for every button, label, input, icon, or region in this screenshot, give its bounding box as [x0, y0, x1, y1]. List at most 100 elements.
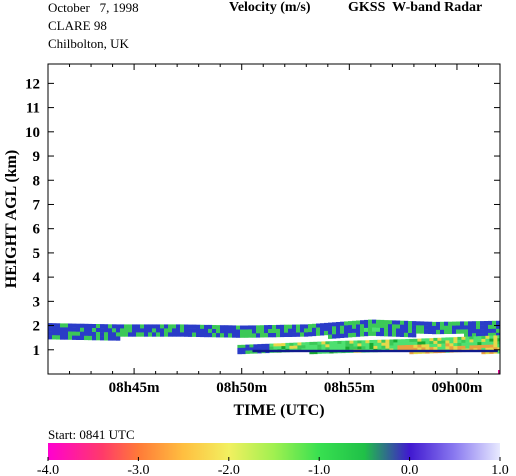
echo-cell: [432, 321, 437, 327]
echo-cell: [265, 346, 270, 351]
echo-cell: [320, 323, 325, 328]
echo-cell: [380, 319, 385, 325]
echo-cell: [140, 332, 145, 337]
echo-cell: [293, 342, 298, 346]
echo-cell: [108, 328, 113, 333]
echo-cell: [485, 338, 490, 343]
echo-cell: [256, 329, 261, 334]
echo-cell: [336, 322, 341, 327]
echo-cell: [448, 325, 453, 330]
echo-cell: [245, 344, 250, 348]
echo-cell: [473, 342, 478, 346]
echo-cell: [316, 323, 321, 328]
echo-cell: [328, 326, 333, 331]
echo-cell: [237, 347, 242, 352]
echo-cell: [172, 332, 177, 337]
echo-cell: [281, 343, 286, 347]
echo-cell: [489, 350, 494, 354]
echo-cell: [404, 328, 409, 334]
echo-cell: [413, 344, 418, 349]
echo-cell: [472, 333, 477, 338]
echo-cell: [100, 328, 105, 333]
echo-cell: [457, 339, 462, 344]
echo-cell: [208, 328, 213, 334]
echo-cell: [449, 343, 454, 347]
echo-cell: [460, 325, 465, 330]
echo-cell: [356, 332, 361, 337]
echo-cell: [313, 350, 318, 355]
echo-cell: [104, 336, 109, 341]
echo-cell: [284, 332, 289, 337]
echo-cell: [329, 344, 334, 348]
echo-cell: [397, 345, 402, 349]
start-label: Start: 0841 UTC: [48, 427, 135, 442]
echo-cell: [333, 341, 338, 345]
echo-cell: [393, 345, 398, 349]
echo-cell: [368, 331, 373, 336]
echo-cell: [385, 339, 390, 343]
echo-cell: [76, 331, 81, 336]
echo-cell: [441, 346, 446, 350]
echo-cell: [48, 335, 53, 340]
echo-cell: [464, 333, 469, 338]
echo-cell: [400, 332, 405, 337]
echo-cell: [328, 334, 333, 339]
echo-cell: [328, 322, 333, 327]
echo-cell: [384, 320, 389, 325]
x-tick-label: 08h55m: [324, 380, 375, 396]
echo-cell: [396, 332, 401, 337]
echo-cell: [60, 327, 65, 332]
echo-cell: [440, 329, 445, 335]
echo-cell: [397, 342, 402, 346]
y-tick-label: 6: [33, 222, 41, 238]
echo-cell: [372, 331, 377, 336]
echo-cell: [361, 343, 366, 347]
echo-cell: [308, 328, 313, 333]
echo-cell: [433, 346, 438, 351]
echo-cell: [473, 336, 478, 340]
echo-cell: [436, 321, 441, 327]
echo-cell: [357, 340, 362, 344]
echo-cell: [100, 332, 105, 337]
echo-cell: [348, 325, 353, 330]
echo-cell: [376, 331, 381, 337]
echo-cell: [345, 340, 350, 344]
echo-cell: [200, 328, 205, 334]
echo-cell: [184, 328, 189, 333]
echo-cell: [272, 333, 277, 338]
echo-cell: [412, 321, 417, 326]
echo-cell: [300, 328, 305, 333]
y-tick-label: 3: [33, 294, 41, 310]
echo-cell: [324, 322, 329, 328]
echo-cell: [497, 335, 500, 339]
echo-cell: [52, 327, 57, 332]
x-axis: 08h45m 08h50m 08h55m 09h00m: [47, 64, 501, 396]
echo-cell: [449, 337, 454, 341]
echo-cell: [465, 342, 470, 346]
echo-cell: [248, 325, 253, 330]
echo-cell: [445, 343, 450, 347]
echo-cell: [473, 345, 478, 349]
echo-cell: [180, 328, 185, 333]
echo-cell: [108, 332, 113, 337]
echo-cell: [493, 341, 498, 345]
echo-cell: [128, 328, 133, 333]
echo-cell: [248, 329, 253, 334]
echo-cell: [192, 328, 197, 333]
echo-cell: [452, 321, 457, 326]
echo-cell: [445, 340, 450, 344]
echo-cell: [304, 324, 309, 329]
echo-cell: [364, 327, 369, 333]
echo-cell: [449, 340, 454, 344]
echo-cell: [440, 325, 445, 331]
echo-cell: [364, 319, 369, 325]
echo-cell: [352, 324, 357, 330]
echo-cell: [433, 343, 438, 348]
echo-cell: [104, 332, 109, 337]
echo-cell: [392, 324, 397, 329]
echo-cell: [356, 328, 361, 333]
echo-cell: [473, 339, 478, 343]
echo-cell: [441, 340, 446, 344]
echo-cell: [400, 324, 405, 329]
